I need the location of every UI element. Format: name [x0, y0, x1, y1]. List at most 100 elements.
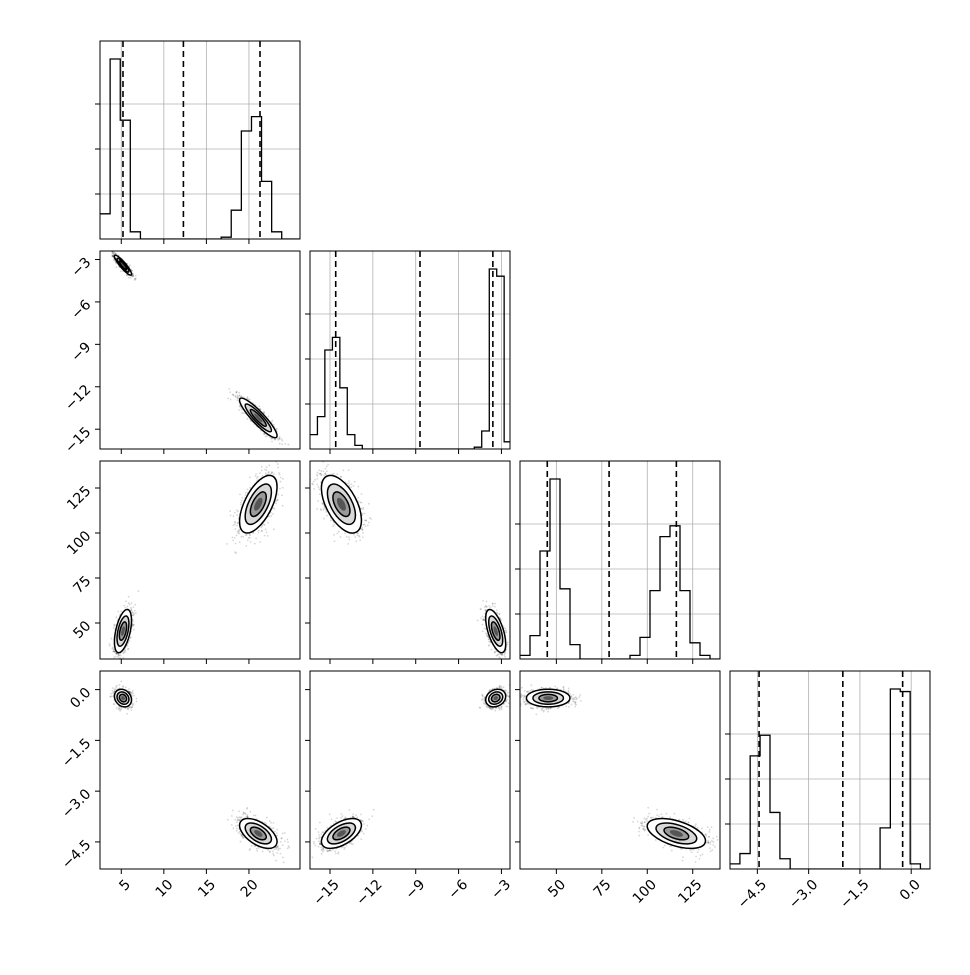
sample-point [105, 245, 107, 247]
sample-point [111, 648, 113, 650]
sample-point [500, 654, 502, 656]
sample-point [261, 525, 263, 527]
sample-point [348, 469, 350, 471]
sample-point [128, 277, 130, 279]
panel-frame [100, 251, 300, 449]
sample-point [326, 465, 328, 467]
sample-point [239, 529, 241, 531]
sample-point [492, 605, 494, 607]
sample-point [230, 399, 232, 401]
sample-point [113, 627, 115, 629]
sample-point [362, 508, 364, 510]
sample-point [261, 530, 263, 532]
sample-point [235, 552, 237, 554]
sample-point [494, 606, 496, 608]
sample-point [233, 524, 235, 526]
sample-point [281, 438, 283, 440]
sample-point [241, 500, 243, 502]
sample-point [488, 605, 490, 607]
sample-point [230, 515, 232, 517]
sample-point [226, 543, 228, 545]
sample-point [258, 531, 260, 533]
sample-point [111, 661, 113, 663]
sample-point [482, 616, 484, 618]
sample-point [132, 621, 134, 623]
sample-point [247, 539, 249, 541]
sample-point [132, 611, 134, 613]
sample-point [279, 443, 281, 445]
sample-point [486, 601, 488, 603]
sample-point [229, 391, 231, 393]
sample-point [129, 640, 131, 642]
sample-point [266, 469, 268, 471]
panel-1-0 [95, 245, 300, 454]
sample-point [113, 650, 115, 652]
sample-point [120, 610, 122, 612]
sample-point [261, 469, 263, 471]
sample-point [130, 637, 132, 639]
sample-point [272, 513, 274, 515]
sample-point [242, 536, 244, 538]
sample-point [281, 443, 283, 445]
sample-point [348, 484, 350, 486]
sample-point [255, 473, 257, 475]
sample-point [229, 510, 231, 512]
sample-point [233, 515, 235, 517]
sample-point [132, 606, 134, 608]
sample-point [504, 660, 506, 662]
sample-point [357, 486, 359, 488]
sample-point [253, 532, 255, 534]
sample-point [480, 608, 482, 610]
sample-point [234, 528, 236, 530]
sample-point [112, 255, 114, 257]
sample-point [133, 624, 135, 626]
sample-point [264, 535, 266, 537]
sample-point [267, 535, 269, 537]
sample-point [359, 501, 361, 503]
sample-point [314, 479, 316, 481]
sample-point [249, 476, 251, 478]
panel-content [105, 245, 289, 449]
sample-point [281, 494, 283, 496]
sample-point [134, 278, 136, 280]
sample-point [123, 605, 125, 607]
panel-2-0 [95, 455, 300, 664]
sample-point [496, 609, 498, 611]
panel-content [108, 455, 284, 664]
sample-point [137, 590, 139, 592]
sample-point [270, 515, 272, 517]
sample-point [279, 488, 281, 490]
sample-point [277, 439, 279, 441]
sample-point [247, 396, 249, 398]
sample-point [246, 488, 248, 490]
sample-point [135, 275, 137, 277]
sample-point [271, 420, 273, 422]
sample-point [316, 508, 318, 510]
sample-point [336, 473, 338, 475]
sample-point [266, 532, 268, 534]
sample-point [128, 596, 130, 598]
sample-point [117, 611, 119, 613]
sample-point [117, 661, 119, 663]
sample-point [284, 443, 286, 445]
panel-content [100, 41, 300, 239]
sample-point [261, 466, 263, 468]
sample-point [325, 511, 327, 513]
sample-point [134, 610, 136, 612]
sample-point [262, 475, 264, 477]
sample-point [236, 399, 238, 401]
sample-point [246, 534, 248, 536]
sample-point [323, 475, 325, 477]
sample-point [116, 659, 118, 661]
sample-point [264, 433, 266, 435]
sample-point [240, 504, 242, 506]
sample-point [236, 535, 238, 537]
sample-point [113, 657, 115, 659]
sample-point [287, 444, 289, 446]
sample-point [135, 612, 137, 614]
panel-1-1 [305, 251, 510, 454]
sample-point [267, 472, 269, 474]
sample-point [265, 472, 267, 474]
sample-point [354, 481, 356, 483]
